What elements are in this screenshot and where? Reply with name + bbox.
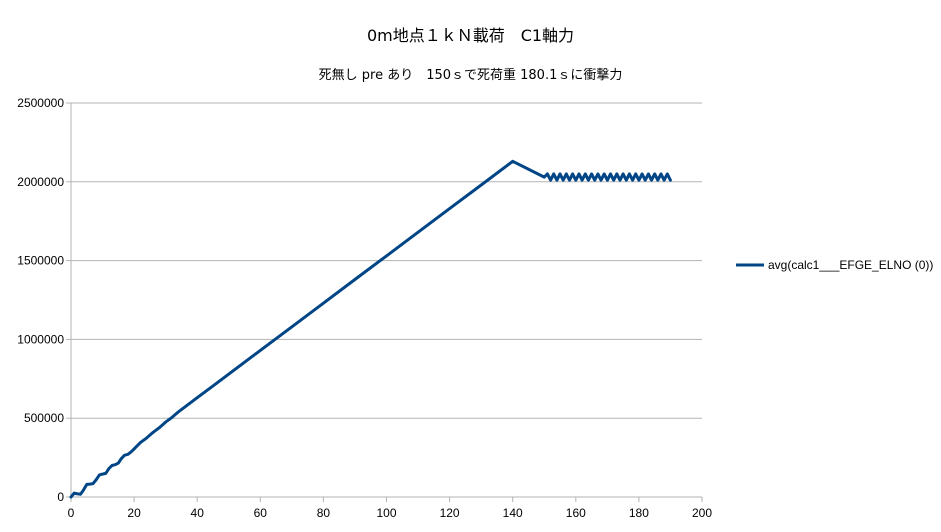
x-tick-label: 140: [503, 506, 523, 520]
legend-label: avg(calc1___EFGE_ELNO (0)): [768, 258, 933, 272]
series-layer: [69, 159, 672, 499]
axes: [70, 103, 702, 498]
y-tick-label: 1500000: [17, 254, 64, 268]
y-axis-ticks: 0 500000 1000000 1500000 2000000 2500000: [17, 96, 71, 504]
x-tick-label: 160: [566, 506, 586, 520]
x-tick-label: 80: [317, 506, 331, 520]
chart-subtitle: 死無し pre あり 150ｓで死荷重 180.1ｓに衝撃力: [318, 68, 623, 83]
y-tick-label: 500000: [24, 411, 64, 425]
y-tick-label: 2500000: [17, 96, 64, 110]
series-line: [69, 159, 672, 499]
y-tick-label: 2000000: [17, 175, 64, 189]
x-tick-label: 20: [127, 506, 141, 520]
x-tick-label: 60: [254, 506, 268, 520]
x-tick-label: 120: [440, 506, 460, 520]
grid-lines: [71, 102, 702, 419]
x-tick-label: 200: [692, 506, 712, 520]
x-tick-label: 100: [376, 506, 396, 520]
x-tick-label: 180: [629, 506, 649, 520]
legend: avg(calc1___EFGE_ELNO (0)): [736, 258, 933, 272]
chart-title: 0m地点１ｋＮ載荷 C1軸力: [366, 26, 575, 45]
y-tick-label: 0: [57, 490, 64, 504]
y-tick-label: 1000000: [17, 332, 64, 346]
x-tick-label: 40: [191, 506, 205, 520]
x-axis-ticks: 0 20 40 60 80 100 120 140 160 180 200: [68, 497, 712, 520]
x-tick-label: 0: [68, 506, 75, 520]
